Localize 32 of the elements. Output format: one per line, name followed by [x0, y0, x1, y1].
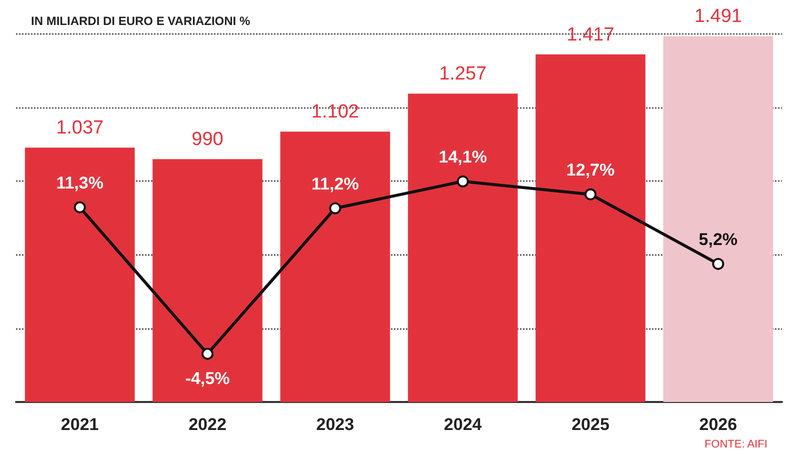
data-label: 1.417: [566, 24, 614, 46]
data-label: 990: [192, 129, 224, 150]
data-label: 5,2%: [698, 230, 738, 249]
point: [584, 188, 596, 200]
data-label: 1.491: [694, 6, 742, 28]
bar: [280, 132, 390, 402]
bar: [663, 36, 774, 402]
data-label: 11,3%: [56, 173, 104, 192]
point: [456, 175, 469, 188]
x-tick-label: 2026: [699, 415, 738, 434]
x-tick-label: 2025: [572, 415, 610, 434]
point: [329, 202, 342, 214]
point: [74, 201, 86, 214]
bar: [152, 159, 262, 402]
source-note: FONTE: AIFI: [704, 438, 768, 450]
point: [712, 258, 724, 270]
x-tick-label: 2021: [60, 415, 99, 434]
data-label: 11,2%: [312, 174, 359, 194]
data-label: 1.102: [311, 102, 359, 123]
data-label: 1.037: [56, 118, 104, 139]
x-tick-label: 2024: [444, 415, 482, 434]
x-tick-label: 2022: [188, 415, 226, 434]
x-tick-label: 2023: [316, 415, 354, 434]
data-label: -4,5%: [185, 368, 230, 388]
bar: [536, 54, 646, 402]
bar: [24, 148, 135, 402]
chart-title: IN MILIARDI DI EURO E VARIAZIONI %: [31, 14, 250, 28]
bar: [408, 94, 518, 402]
data-label: 12,7%: [566, 160, 615, 180]
point: [202, 348, 214, 360]
data-label: 1.257: [439, 64, 487, 85]
data-label: 14,1%: [438, 147, 487, 166]
